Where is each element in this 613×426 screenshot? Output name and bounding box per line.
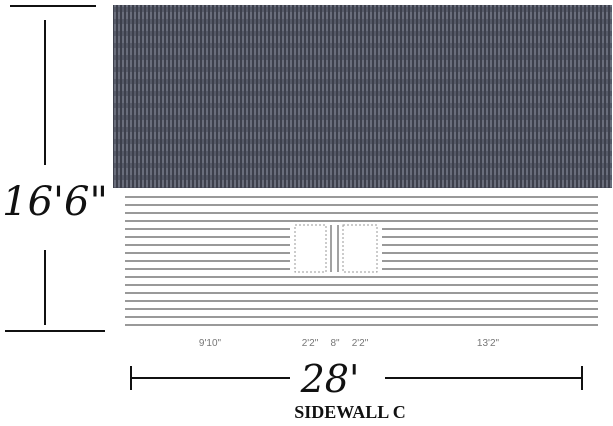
segment-label: 9'10" (199, 338, 222, 349)
roof (113, 5, 612, 188)
segment-label: 2'2" (302, 338, 319, 349)
window (294, 224, 327, 273)
siding (125, 196, 598, 326)
window (342, 224, 378, 273)
height-label: 16'6" (2, 179, 108, 225)
segment-label: 2'2" (352, 338, 369, 349)
segment-label: 13'2" (477, 338, 500, 349)
segment-label: 8" (330, 338, 340, 349)
width-label: 28' (300, 357, 360, 401)
caption: SIDEWALL C (294, 402, 406, 422)
